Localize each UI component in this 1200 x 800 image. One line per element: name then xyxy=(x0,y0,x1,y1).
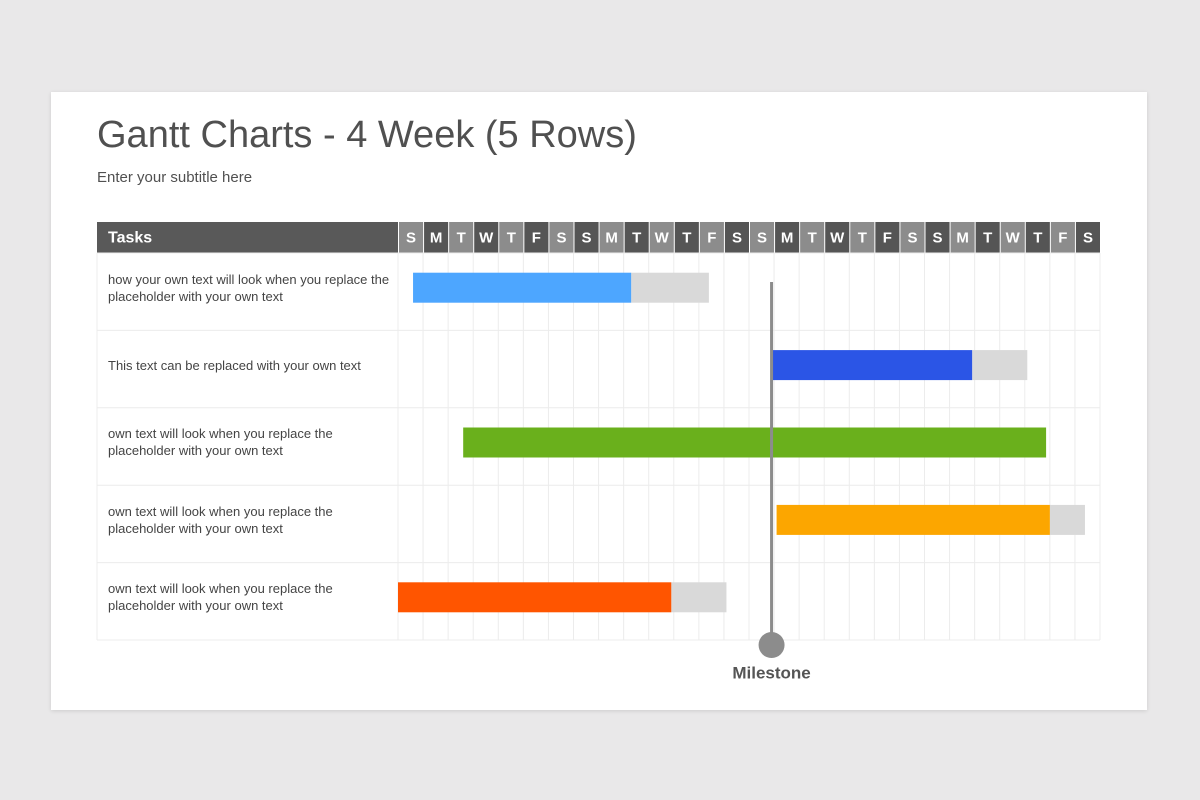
day-header-bg xyxy=(474,222,499,253)
day-label: F xyxy=(1058,229,1067,246)
task-label: own text will look when you replace the … xyxy=(108,426,333,459)
remaining-bar xyxy=(972,350,1028,381)
day-header-bg xyxy=(850,222,875,253)
day-header-bg xyxy=(800,222,825,253)
day-header-bg xyxy=(399,222,424,253)
day-header-bg xyxy=(900,222,925,253)
remaining-bar xyxy=(671,582,727,613)
milestone-label: Milestone xyxy=(732,663,810,682)
task-bar xyxy=(413,272,632,303)
day-label: S xyxy=(406,229,416,246)
day-header-bg xyxy=(875,222,900,253)
day-label: F xyxy=(532,229,541,246)
day-label: M xyxy=(781,229,794,246)
title: Gantt Charts - 4 Week (5 Rows) xyxy=(97,114,637,156)
remaining-bar xyxy=(631,272,709,303)
day-label: S xyxy=(757,229,767,246)
day-header-bg xyxy=(1075,222,1100,253)
day-label: F xyxy=(883,229,892,246)
day-label: M xyxy=(430,229,443,246)
day-header-bg xyxy=(424,222,449,253)
day-header-bg xyxy=(975,222,1000,253)
day-header-bg xyxy=(724,222,749,253)
task-bar xyxy=(776,504,1050,535)
day-label: S xyxy=(732,229,742,246)
task-bar xyxy=(398,582,672,613)
day-header-bg xyxy=(750,222,775,253)
day-label: T xyxy=(632,229,641,246)
day-label: F xyxy=(707,229,716,246)
day-label: M xyxy=(956,229,969,246)
task-label: own text will look when you replace the … xyxy=(108,503,333,536)
task-label: This text can be replaced with your own … xyxy=(108,357,361,373)
day-header-bg xyxy=(624,222,649,253)
day-header-bg xyxy=(449,222,474,253)
day-label: S xyxy=(1083,229,1093,246)
day-header-bg xyxy=(775,222,800,253)
day-header-bg xyxy=(549,222,574,253)
day-label: W xyxy=(830,229,845,246)
day-label: T xyxy=(983,229,992,246)
task-bar xyxy=(463,427,1047,458)
day-header-bg xyxy=(825,222,850,253)
task-header: Tasks xyxy=(108,230,152,247)
task-bar xyxy=(771,350,973,381)
day-label: W xyxy=(655,229,670,246)
day-label: T xyxy=(507,229,516,246)
subtitle: Enter your subtitle here xyxy=(97,169,253,186)
day-header-bg xyxy=(574,222,599,253)
task-label: own text will look when you replace the … xyxy=(108,581,333,614)
remaining-bar xyxy=(1049,504,1085,535)
day-header-bg xyxy=(699,222,724,253)
day-label: T xyxy=(858,229,867,246)
day-label: S xyxy=(907,229,917,246)
day-header-bg xyxy=(925,222,950,253)
day-label: W xyxy=(479,229,494,246)
day-header-bg xyxy=(674,222,699,253)
day-label: S xyxy=(582,229,592,246)
day-header-bg xyxy=(499,222,524,253)
day-header-bg xyxy=(1050,222,1075,253)
day-label: T xyxy=(1033,229,1042,246)
day-label: T xyxy=(457,229,466,246)
task-header-bg xyxy=(97,222,398,253)
day-label: T xyxy=(808,229,817,246)
day-header-bg xyxy=(599,222,624,253)
day-header-bg xyxy=(649,222,674,253)
day-label: S xyxy=(933,229,943,246)
day-label: M xyxy=(605,229,618,246)
day-header-bg xyxy=(950,222,975,253)
day-header-bg xyxy=(524,222,549,253)
day-header-bg xyxy=(1000,222,1025,253)
task-label: how your own text will look when you rep… xyxy=(108,271,390,304)
day-label: W xyxy=(1006,229,1021,246)
day-label: T xyxy=(682,229,691,246)
milestone-marker xyxy=(758,632,785,658)
day-label: S xyxy=(556,229,566,246)
day-header-bg xyxy=(1025,222,1050,253)
